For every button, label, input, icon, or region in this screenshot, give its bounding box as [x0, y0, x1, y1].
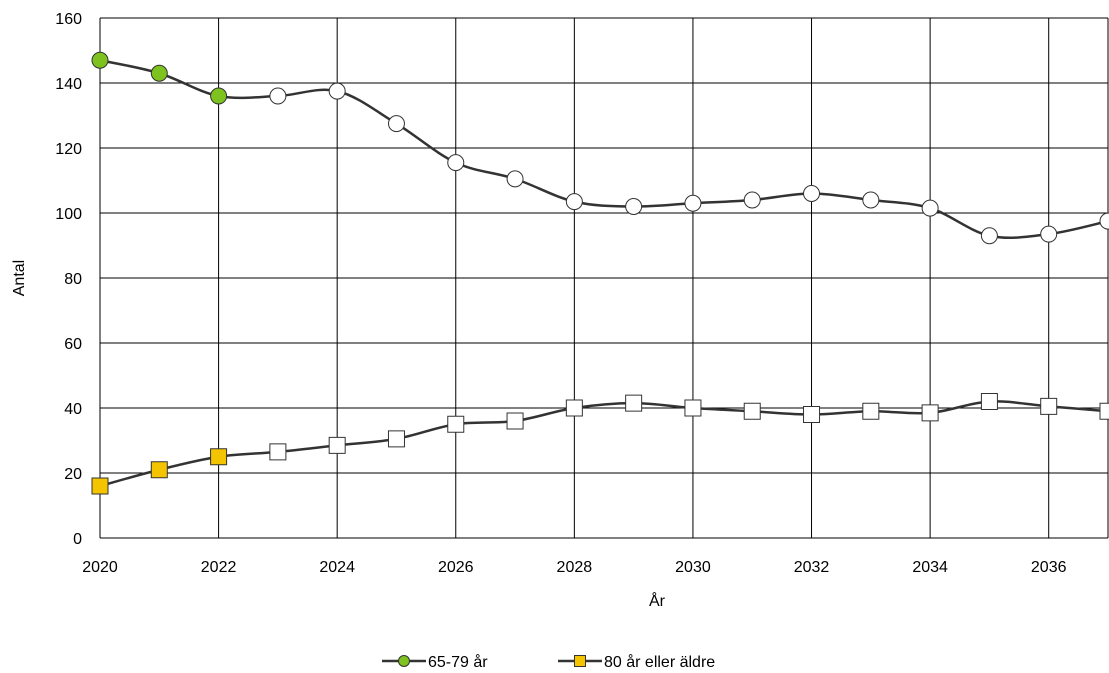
data-point: [862, 191, 880, 209]
y-axis-ticks: 0 20 40 60 80 100 120 140 160: [55, 11, 82, 548]
data-point: [625, 394, 643, 412]
series-line-0: [99, 59, 1109, 240]
x-tick-label: 2036: [1031, 559, 1067, 576]
x-tick-label: 2026: [438, 559, 474, 576]
y-axis-title: Antal: [11, 260, 28, 296]
data-point: [210, 87, 228, 105]
data-point: [625, 198, 643, 215]
legend-marker: [574, 655, 586, 667]
data-point: [1040, 225, 1058, 243]
data-point: [684, 194, 702, 212]
data-point: [150, 64, 168, 82]
x-tick-label: 2034: [912, 559, 948, 576]
grid: [99, 17, 1109, 539]
legend-label: 65-79 år: [428, 653, 488, 671]
x-tick-label: 2030: [675, 559, 711, 576]
data-point: [150, 461, 168, 479]
y-tick-label: 100: [55, 206, 82, 223]
data-point: [506, 170, 524, 188]
y-tick-label: 80: [64, 271, 82, 288]
y-tick-label: 140: [55, 76, 82, 93]
data-point: [743, 191, 761, 209]
data-point: [684, 399, 702, 417]
data-point: [743, 402, 761, 420]
series-lines: [99, 59, 1109, 488]
data-point: [328, 82, 346, 100]
x-axis-title: År: [649, 591, 666, 610]
data-point: [565, 399, 583, 417]
data-point: [565, 193, 583, 211]
data-point: [1099, 402, 1109, 420]
legend: 65-79 år 80 år eller äldre: [382, 653, 715, 671]
data-point: [269, 87, 287, 105]
data-point: [387, 115, 405, 133]
data-point: [1099, 212, 1109, 230]
data-point: [862, 402, 880, 420]
data-point: [387, 430, 405, 448]
y-tick-label: 0: [73, 531, 82, 548]
data-point: [210, 448, 228, 466]
data-point: [980, 227, 998, 245]
data-point: [506, 412, 524, 430]
legend-marker: [398, 655, 410, 667]
x-tick-label: 2024: [319, 559, 355, 576]
data-point: [921, 199, 939, 217]
data-point: [980, 393, 998, 410]
data-point: [447, 154, 465, 172]
y-tick-label: 40: [64, 401, 82, 418]
data-point: [328, 436, 346, 454]
data-point: [1040, 397, 1058, 415]
data-point: [803, 185, 821, 202]
data-point: [91, 51, 109, 69]
legend-label: 80 år eller äldre: [604, 653, 715, 671]
data-point: [447, 415, 465, 433]
y-tick-label: 160: [55, 11, 82, 28]
x-axis-ticks: 2020 2022 2024 2026 2028 2030 2032 2034 2036: [82, 559, 1066, 576]
data-point: [921, 404, 939, 422]
y-tick-label: 60: [64, 336, 82, 353]
x-tick-label: 2028: [557, 559, 593, 576]
x-tick-label: 2022: [201, 559, 237, 576]
data-point: [91, 477, 109, 495]
y-tick-label: 120: [55, 141, 82, 158]
x-tick-label: 2032: [794, 559, 830, 576]
data-point: [269, 443, 287, 461]
series-markers: [91, 51, 1109, 495]
data-point: [803, 406, 821, 423]
x-tick-label: 2020: [82, 559, 118, 576]
y-tick-label: 20: [64, 466, 82, 483]
